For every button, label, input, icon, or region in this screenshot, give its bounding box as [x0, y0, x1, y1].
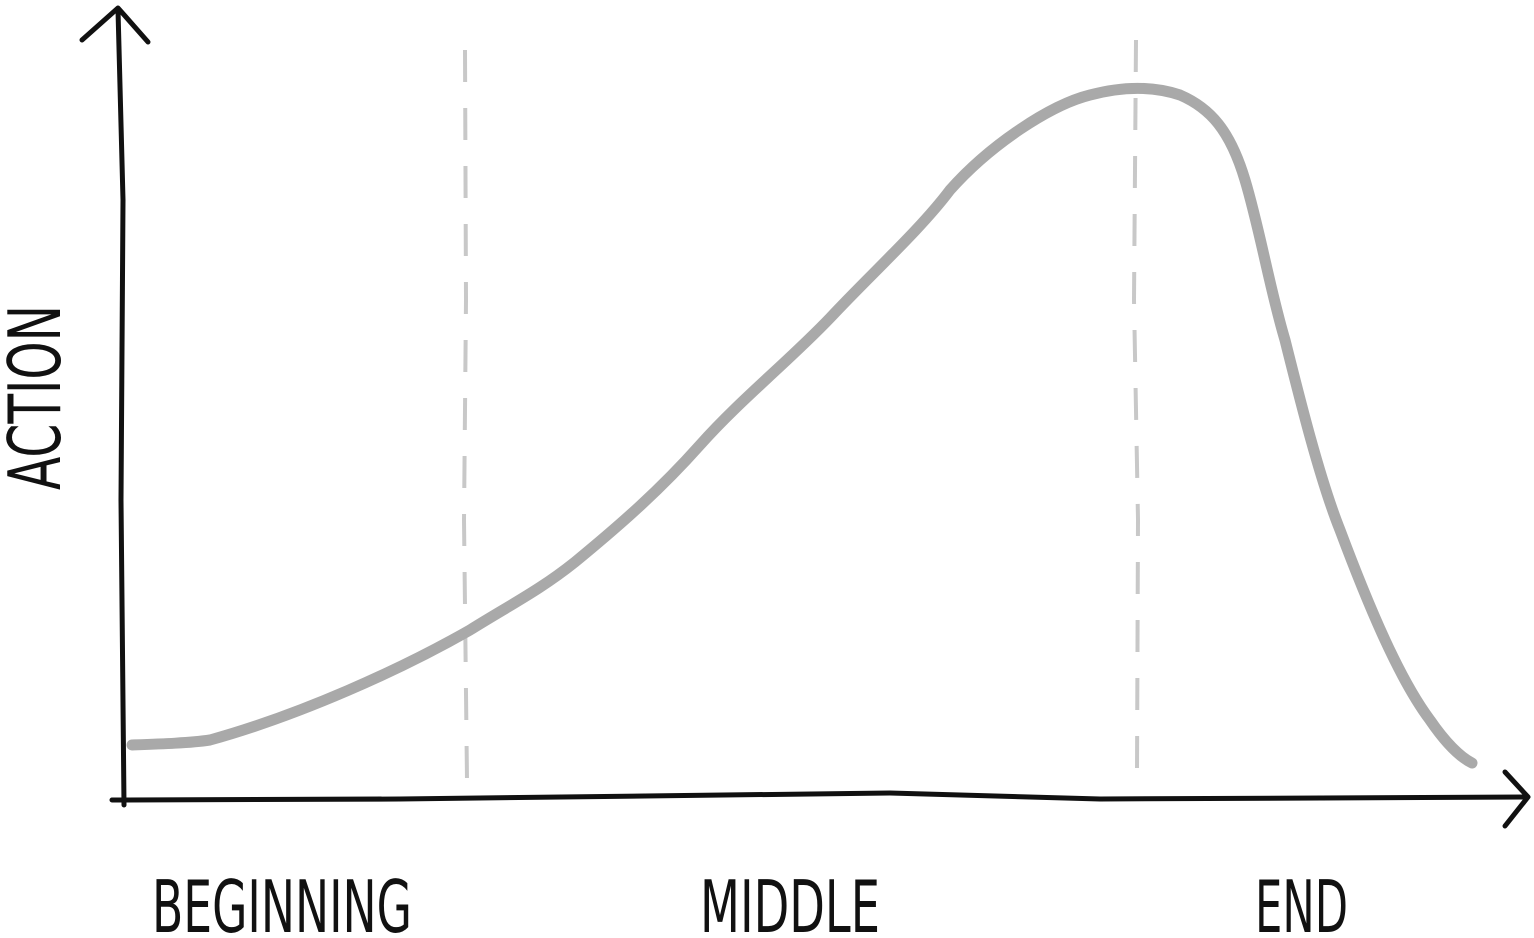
divider-line — [461, 49, 469, 781]
section-label: END — [1255, 865, 1348, 938]
y-axis-arrow — [79, 5, 151, 45]
y-axis — [115, 7, 127, 808]
divider-line — [1131, 39, 1141, 773]
section-label: BEGINNING — [152, 865, 412, 938]
x-axis-arrow — [1502, 769, 1531, 829]
x-axis — [109, 790, 1529, 803]
section-label: MIDDLE — [700, 865, 880, 938]
y-axis-label: ACTION — [0, 305, 77, 490]
story-curve — [126, 82, 1478, 769]
